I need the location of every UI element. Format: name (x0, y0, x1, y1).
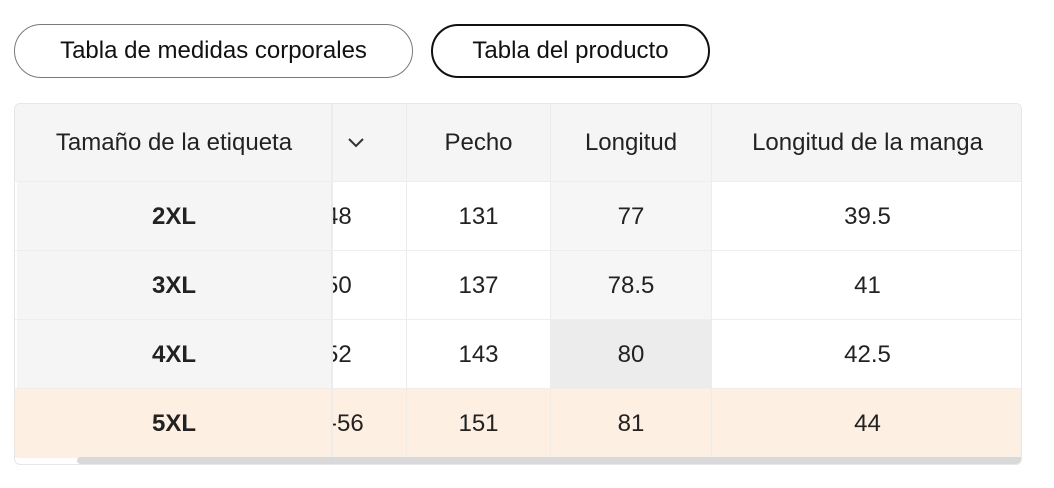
table-header-row: ( Pecho Longitud Longitud de la manga Ta… (15, 104, 1021, 181)
cell-partial: -56 (331, 389, 407, 458)
size-table: ( Pecho Longitud Longitud de la manga Ta… (14, 103, 1022, 465)
header-partial-label: ( (331, 129, 333, 157)
cell-size: 3XL (17, 251, 331, 320)
header-partial-column[interactable]: ( (331, 104, 407, 181)
chevron-down-icon[interactable] (347, 134, 365, 152)
cell-size: 5XL (17, 389, 331, 458)
size-chart-tabs: Tabla de medidas corporales Tabla del pr… (14, 24, 710, 78)
header-pecho: Pecho (407, 104, 551, 181)
tab-product-measurements[interactable]: Tabla del producto (431, 24, 710, 78)
tab-body-measurements[interactable]: Tabla de medidas corporales (14, 24, 413, 78)
table-row: 50 137 78.5 41 3XL (15, 250, 1021, 320)
cell-partial: 50 (331, 251, 407, 320)
header-longitud: Longitud (551, 104, 712, 181)
horizontal-scrollbar[interactable] (77, 457, 1021, 464)
cell-pecho: 137 (407, 251, 551, 320)
cell-manga: 42.5 (844, 340, 891, 368)
cell-manga: 44 (854, 409, 881, 437)
cell-size: 4XL (17, 320, 331, 389)
table-row: 52 143 80 42.5 4XL (15, 319, 1021, 389)
cell-longitud: 81 (551, 389, 712, 458)
table-row: 48 131 77 39.5 2XL (15, 181, 1021, 251)
header-size: Tamaño de la etiqueta (17, 104, 331, 181)
cell-pecho: 131 (407, 182, 551, 251)
header-manga: Longitud de la manga (752, 128, 983, 156)
cell-longitud: 77 (551, 182, 712, 251)
cell-pecho: 151 (407, 389, 551, 458)
cell-longitud: 80 (551, 320, 712, 389)
cell-size: 2XL (17, 182, 331, 251)
cell-partial: 48 (331, 182, 407, 251)
table-row-highlighted: -56 151 81 44 5XL (15, 388, 1021, 458)
cell-longitud: 78.5 (551, 251, 712, 320)
cell-partial: 52 (331, 320, 407, 389)
cell-manga: 39.5 (844, 202, 891, 230)
cell-manga: 41 (854, 271, 881, 299)
cell-pecho: 143 (407, 320, 551, 389)
